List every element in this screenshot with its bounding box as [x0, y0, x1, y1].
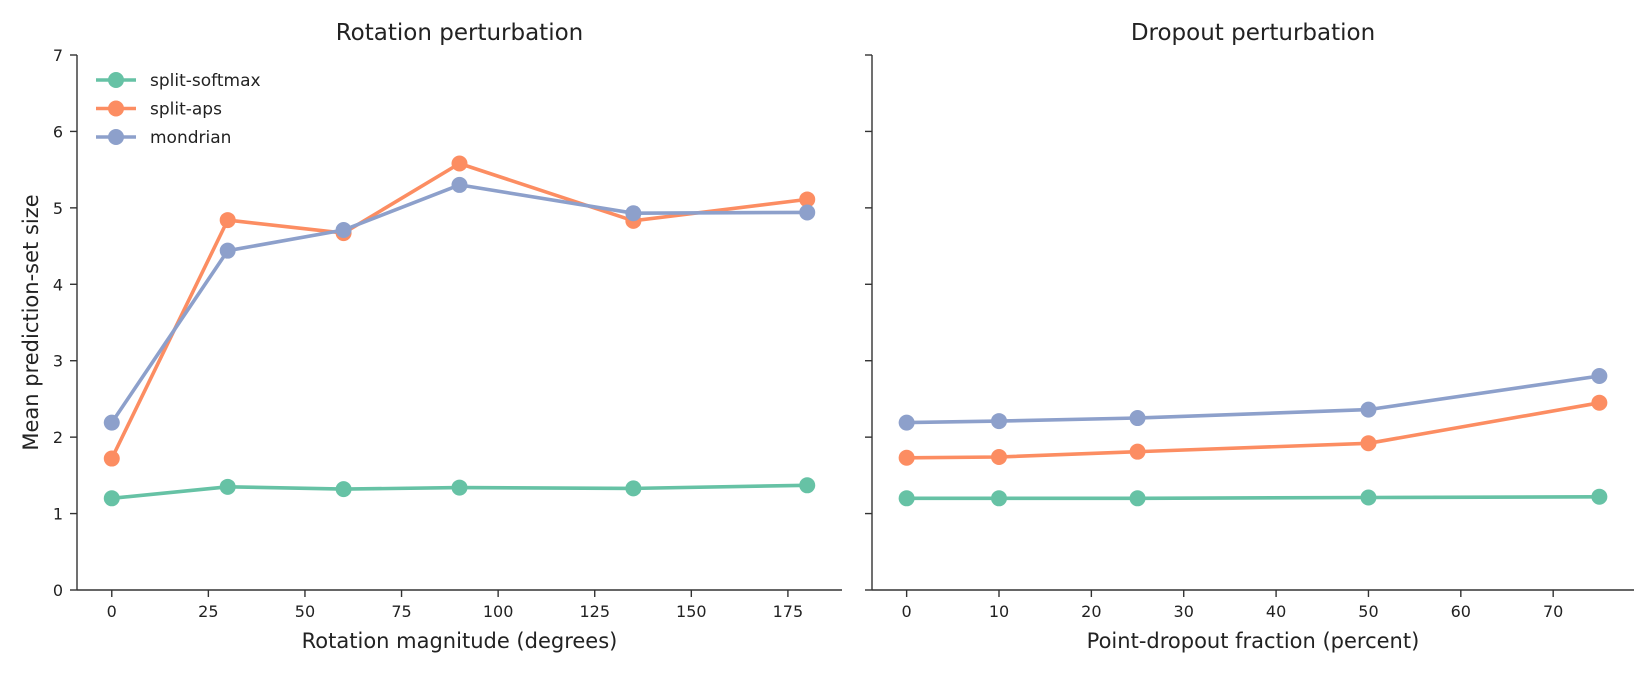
data-point-split-aps: [991, 449, 1007, 466]
x-axis-label: Point-dropout fraction (percent): [1087, 629, 1420, 653]
x-tick-label: 60: [1451, 602, 1471, 621]
x-tick-label: 100: [483, 602, 514, 621]
y-tick-label: 4: [53, 275, 63, 294]
series-line-split-aps: [110, 161, 810, 461]
y-tick-label: 7: [53, 46, 63, 65]
data-point-mondrian: [103, 414, 120, 431]
x-tick-label: 175: [773, 602, 804, 621]
data-point-split-softmax: [103, 490, 120, 507]
series-line-split-softmax: [110, 483, 810, 501]
data-point-mondrian: [898, 414, 915, 431]
data-point-split-aps: [799, 191, 816, 208]
series-line-mondrian: [904, 374, 1602, 425]
data-point-mondrian: [1129, 410, 1146, 427]
data-point-mondrian: [219, 242, 236, 259]
data-point-split-softmax: [1129, 490, 1146, 507]
data-point-split-softmax: [898, 490, 915, 507]
y-axis-label: Mean prediction-set size: [19, 194, 43, 450]
y-tick-label: 6: [53, 122, 63, 141]
panel-title: Dropout perturbation: [1131, 20, 1375, 46]
legend-marker-split-softmax: [108, 72, 124, 88]
data-point-split-softmax: [219, 478, 236, 495]
data-point-mondrian: [1591, 368, 1608, 384]
y-tick-label: 3: [53, 352, 63, 371]
data-point-split-aps: [1591, 394, 1608, 411]
x-tick-label: 30: [1174, 602, 1194, 621]
x-tick-label: 0: [107, 602, 117, 621]
data-point-split-aps: [219, 212, 236, 229]
x-tick-label: 40: [1266, 602, 1286, 621]
x-tick-label: 150: [676, 602, 707, 621]
data-point-split-softmax: [1591, 488, 1608, 505]
x-tick-label: 20: [1081, 602, 1101, 621]
data-point-split-softmax: [799, 477, 816, 494]
x-axis-label: Rotation magnitude (degrees): [302, 629, 618, 653]
data-point-mondrian: [625, 205, 642, 222]
rotation-panel: Rotation perturbation Rotation magnitude…: [19, 20, 842, 653]
data-point-split-softmax: [335, 481, 352, 498]
data-point-split-softmax: [991, 490, 1007, 507]
data-point-split-softmax: [625, 480, 642, 497]
x-tick-label: 70: [1543, 602, 1563, 621]
legend-label-split-softmax: split-softmax: [150, 71, 261, 91]
data-point-split-aps: [1360, 435, 1377, 452]
legend: split-softmax split-aps mondrian: [96, 71, 261, 148]
x-tick-label: 25: [198, 602, 218, 621]
dropout-panel: Dropout perturbation Point-dropout fract…: [865, 20, 1634, 653]
y-tick-label: 1: [53, 505, 63, 524]
data-point-split-aps: [103, 450, 120, 467]
series-line-mondrian: [110, 183, 810, 425]
legend-label-mondrian: mondrian: [150, 128, 231, 148]
x-tick-label: 75: [391, 602, 411, 621]
series-line-split-aps: [904, 400, 1602, 460]
legend-marker-mondrian: [108, 129, 124, 145]
data-point-split-aps: [898, 449, 915, 466]
x-tick-label: 125: [579, 602, 610, 621]
series-line-split-softmax: [904, 494, 1602, 501]
y-tick-label: 0: [53, 581, 63, 600]
data-point-mondrian: [335, 222, 352, 239]
data-point-split-softmax: [1360, 489, 1377, 506]
data-point-mondrian: [451, 176, 468, 193]
data-point-mondrian: [991, 413, 1007, 430]
x-tick-label: 50: [295, 602, 315, 621]
legend-marker-split-aps: [108, 100, 124, 117]
data-point-split-softmax: [451, 479, 468, 496]
y-tick-label: 2: [53, 428, 63, 447]
data-point-mondrian: [799, 204, 816, 221]
x-tick-label: 10: [989, 602, 1009, 621]
x-tick-label: 0: [902, 602, 912, 621]
data-point-split-aps: [451, 155, 468, 172]
data-point-split-aps: [1129, 443, 1146, 460]
legend-label-split-aps: split-aps: [150, 100, 222, 120]
x-tick-label: 50: [1358, 602, 1378, 621]
panel-title: Rotation perturbation: [336, 20, 584, 46]
y-tick-label: 5: [53, 199, 63, 218]
data-point-mondrian: [1360, 401, 1377, 418]
